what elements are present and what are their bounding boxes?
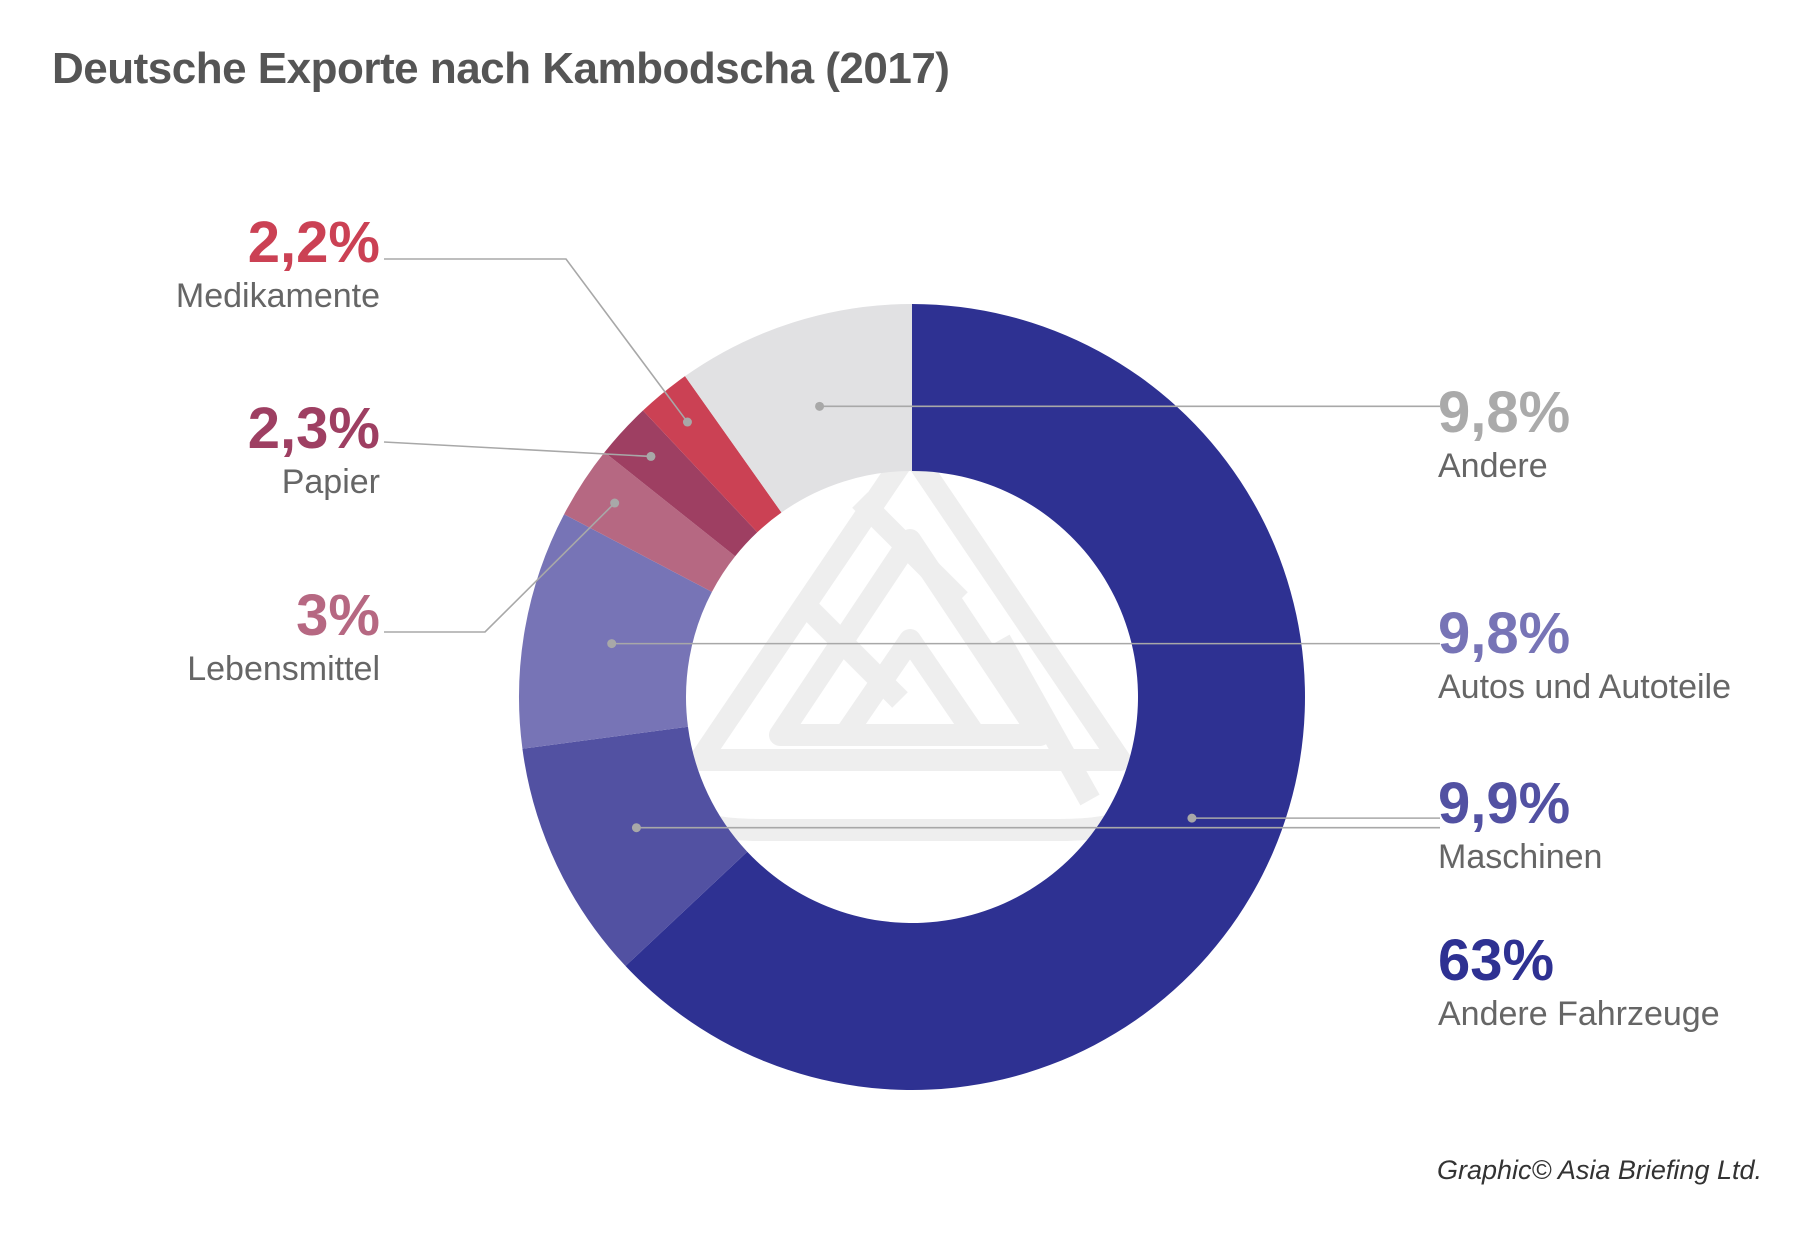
pct-label-papier: 2,3%	[248, 396, 380, 461]
category-label-maschinen: Maschinen	[1438, 838, 1602, 876]
pct-label-andere-fahrzeuge: 63%	[1438, 928, 1554, 993]
slice-papier	[604, 410, 758, 557]
slice-lebensmittel	[564, 452, 736, 592]
category-label-autos-und-autoteile: Autos und Autoteile	[1438, 668, 1731, 706]
pct-label-autos-und-autoteile: 9,8%	[1438, 601, 1570, 666]
leader-line-lebensmittel	[384, 502, 616, 633]
pct-label-lebensmittel: 3%	[296, 583, 380, 648]
leader-line-papier	[383, 441, 651, 458]
category-label-andere-fahrzeuge: Andere Fahrzeuge	[1438, 995, 1720, 1033]
slice-medikamente	[642, 376, 782, 533]
leader-line-medikamente	[384, 258, 689, 423]
pct-label-maschinen: 9,9%	[1438, 771, 1570, 836]
slice-andere-fahrzeuge	[625, 304, 1305, 1090]
category-label-lebensmittel: Lebensmittel	[187, 650, 380, 688]
category-label-andere: Andere	[1438, 447, 1548, 485]
credit-text: Graphic© Asia Briefing Ltd.	[1436, 1155, 1762, 1185]
category-label-papier: Papier	[282, 463, 380, 501]
slice-autos-und-autoteile	[518, 514, 712, 749]
chart-title: Deutsche Exporte nach Kambodscha (2017)	[52, 44, 950, 93]
category-label-medikamente: Medikamente	[176, 277, 380, 315]
slice-andere	[685, 304, 912, 513]
pct-label-andere: 9,8%	[1438, 380, 1570, 445]
pct-label-medikamente: 2,2%	[248, 210, 380, 275]
slice-maschinen	[522, 726, 748, 967]
